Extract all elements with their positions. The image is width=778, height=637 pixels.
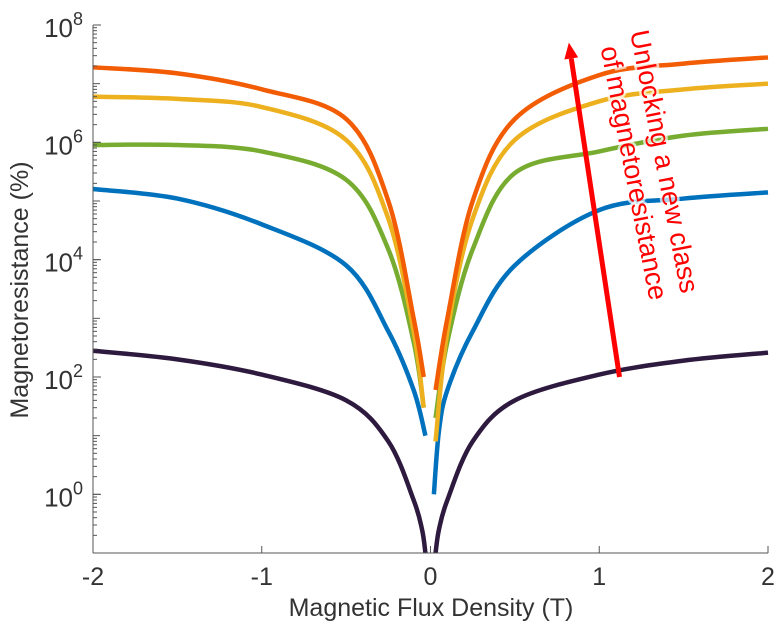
- x-tick-label: 0: [424, 563, 438, 591]
- series-4-right-line: [433, 81, 769, 442]
- arrow-head-icon: [564, 42, 579, 60]
- y-tick-label: 100: [44, 478, 83, 512]
- x-tick-label: -1: [251, 563, 273, 591]
- series-layer: [92, 55, 769, 554]
- axes: 100 102 104 106 108 -2 -1 0 1 2: [44, 9, 775, 591]
- x-tick-label: 1: [592, 563, 606, 591]
- y-tick-label: 108: [44, 9, 83, 43]
- series-5-left-line: [92, 65, 426, 378]
- arrow-shaft: [568, 58, 622, 378]
- y-axis-label: Magnetoresistance (%): [6, 161, 34, 418]
- y-tick-label: 102: [44, 361, 83, 395]
- series-1-right-line: [433, 350, 769, 554]
- y-tick-label: 104: [44, 244, 83, 278]
- series-5-right-line: [433, 55, 769, 391]
- series-2-right-line: [431, 190, 769, 495]
- x-tick-label: -2: [82, 563, 104, 591]
- series-1-left-line: [92, 348, 428, 554]
- x-tick-label: 2: [761, 563, 775, 591]
- series-2-left-line: [92, 186, 428, 437]
- y-tick-label: 106: [44, 126, 83, 160]
- series-4-left-line: [92, 94, 426, 408]
- x-axis-label: Magnetic Flux Density (T): [289, 594, 574, 622]
